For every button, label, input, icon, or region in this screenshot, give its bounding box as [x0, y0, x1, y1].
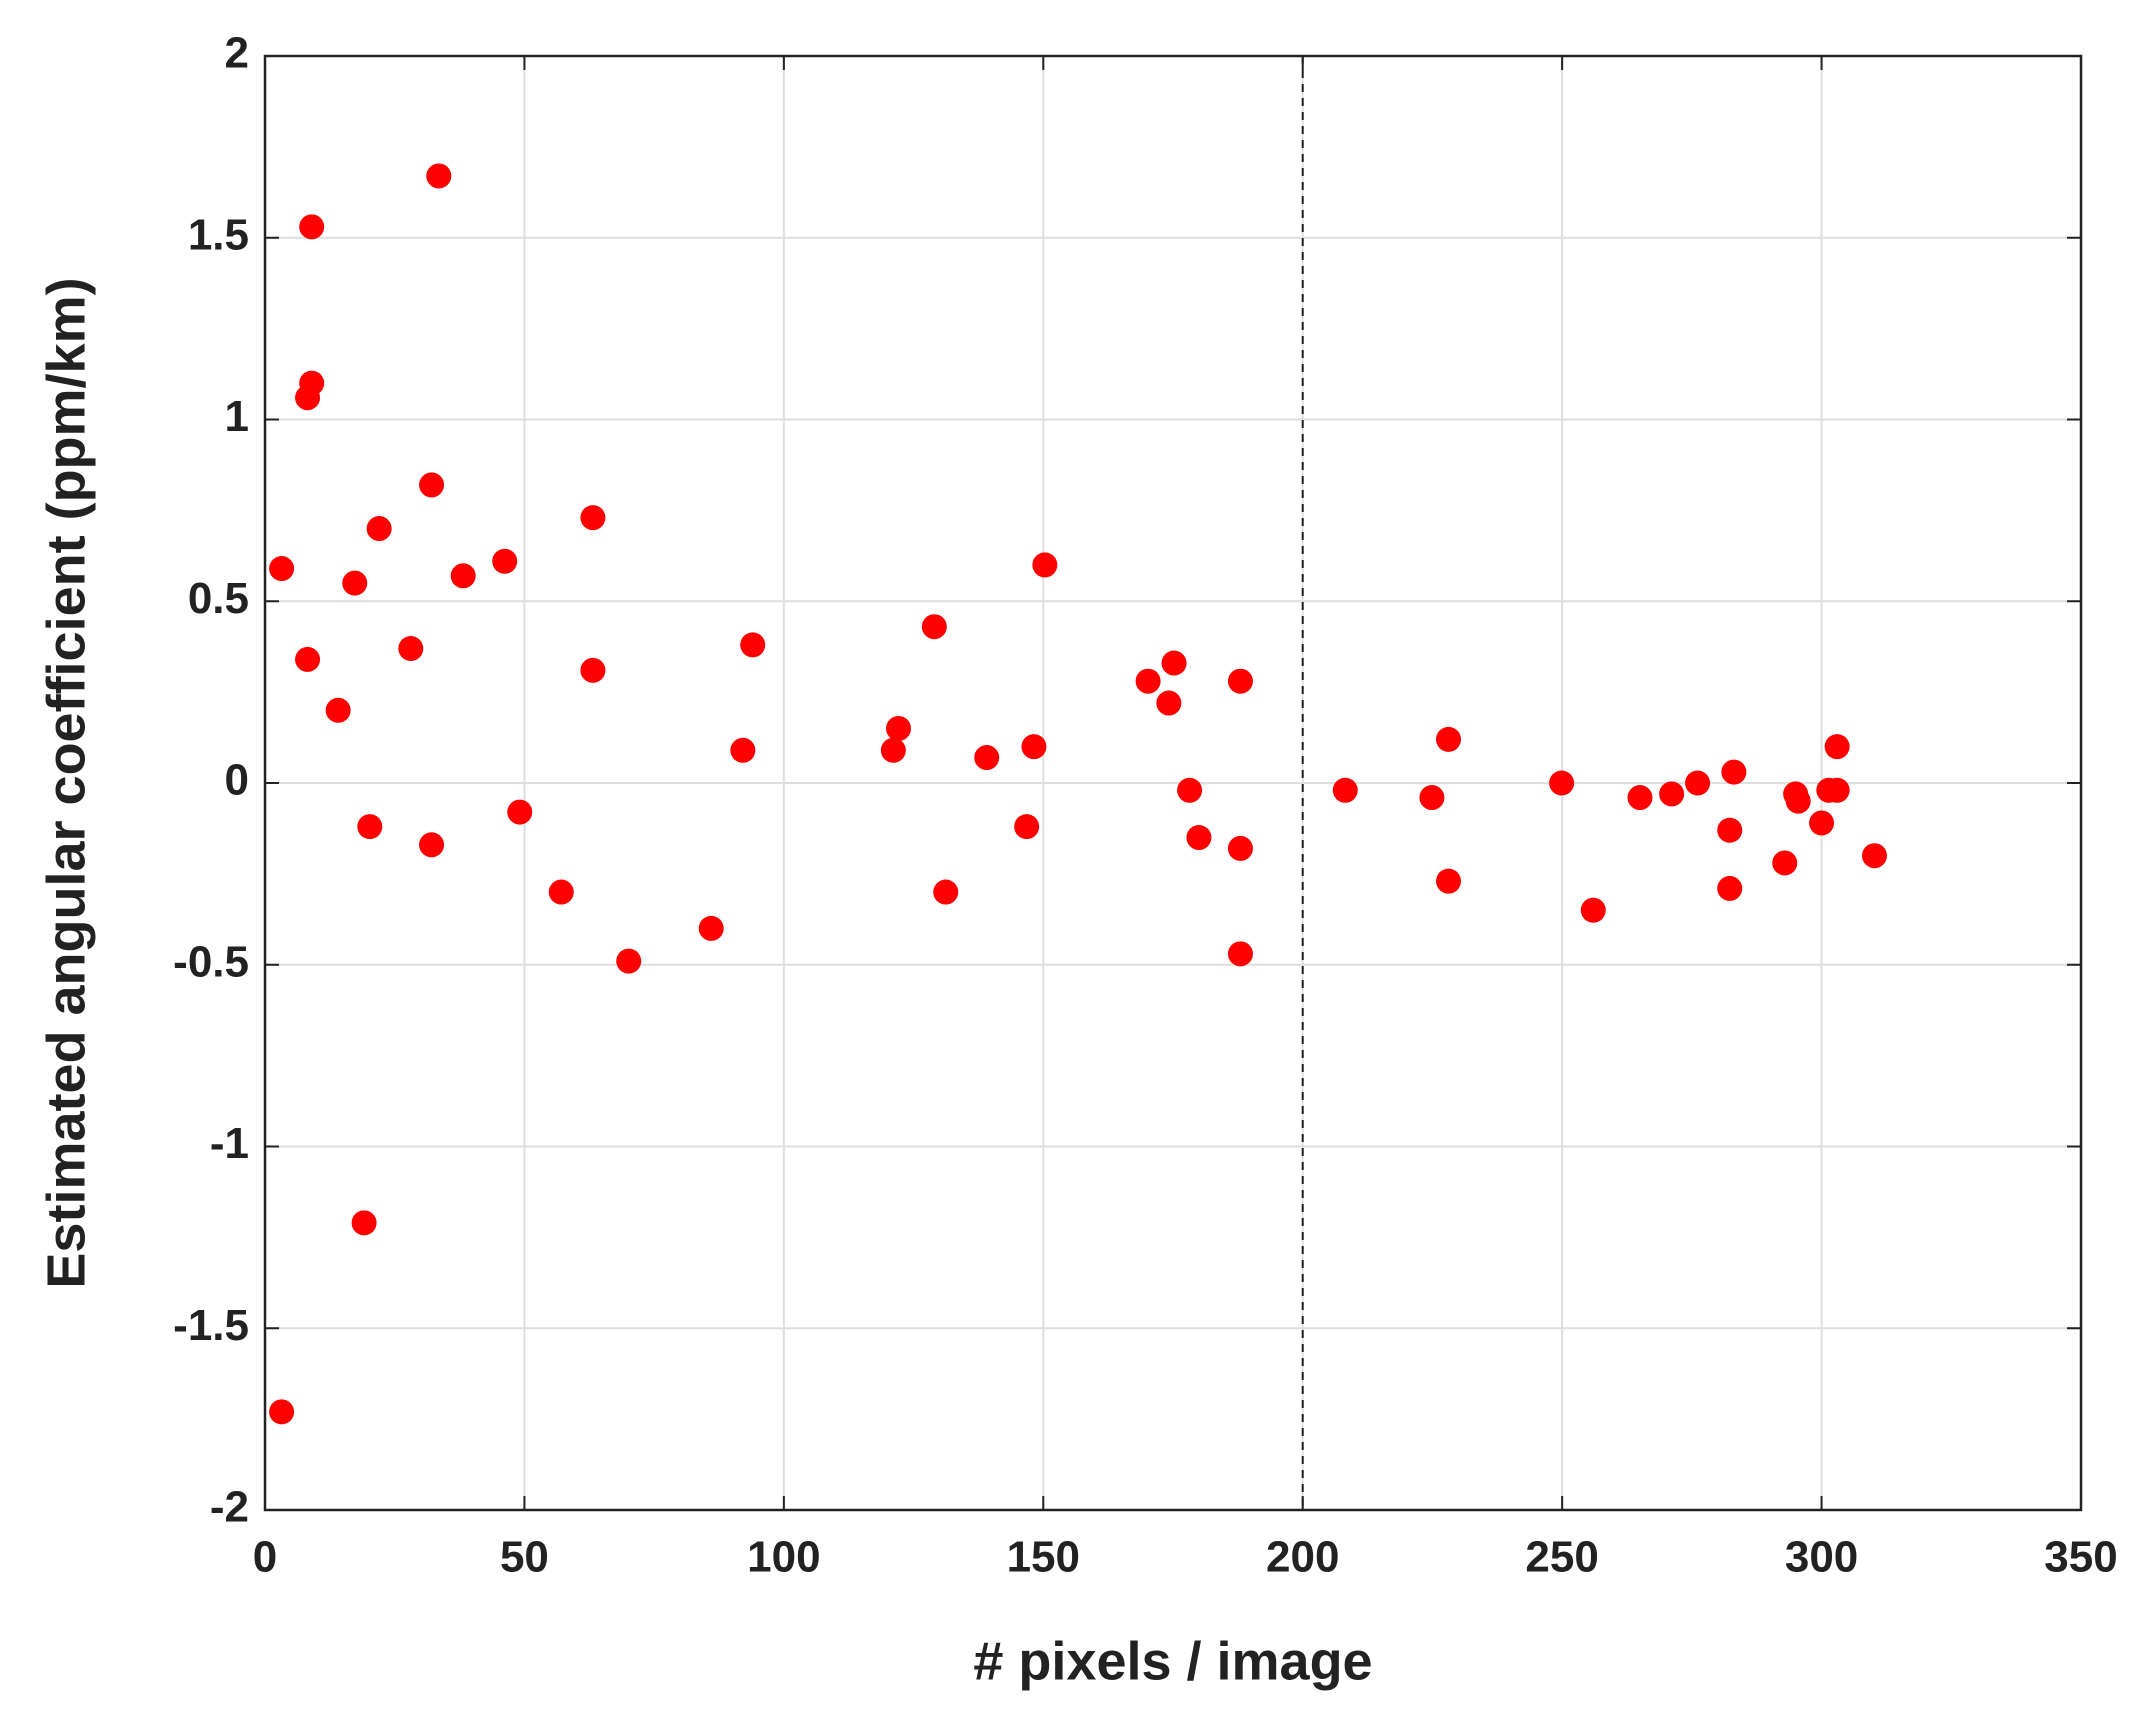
point: [1332, 777, 1358, 803]
point: [366, 516, 392, 542]
point: [1135, 668, 1161, 694]
point: [921, 614, 947, 640]
point: [1861, 843, 1887, 869]
y-axis-label: Estimated angular coefficient (ppm/km): [36, 277, 96, 1288]
x-tick-label: 50: [500, 1533, 549, 1582]
point: [1659, 781, 1685, 807]
point: [450, 563, 476, 589]
point: [1419, 785, 1445, 811]
x-tick-label: 200: [1266, 1533, 1339, 1582]
point: [419, 832, 445, 858]
point: [580, 657, 606, 683]
point: [886, 715, 912, 741]
y-tick-label: 0: [225, 756, 249, 805]
point: [1549, 770, 1575, 796]
x-tick-label: 300: [1785, 1533, 1858, 1582]
point: [548, 879, 574, 905]
point: [299, 370, 325, 396]
point: [269, 556, 295, 582]
point: [1809, 810, 1835, 836]
point: [1580, 897, 1606, 923]
point: [269, 1399, 295, 1425]
point: [1721, 759, 1747, 785]
point: [740, 632, 766, 658]
y-tick-label: 0.5: [188, 574, 249, 623]
point: [1824, 777, 1850, 803]
x-tick-label: 0: [253, 1533, 277, 1582]
point: [580, 505, 606, 531]
point: [1436, 726, 1462, 752]
x-tick-label: 350: [2044, 1533, 2117, 1582]
point: [1436, 868, 1462, 894]
point: [698, 915, 724, 941]
point: [342, 570, 368, 596]
point: [1717, 875, 1743, 901]
point: [974, 745, 1000, 771]
x-tick-label: 150: [1007, 1533, 1080, 1582]
point: [1227, 941, 1253, 967]
point: [299, 214, 325, 240]
point: [1717, 817, 1743, 843]
x-axis-label: # pixels / image: [973, 1631, 1372, 1691]
point: [1824, 734, 1850, 760]
point: [1021, 734, 1047, 760]
point: [1772, 850, 1798, 876]
point: [357, 814, 383, 840]
y-tick-label: 1: [225, 392, 249, 441]
point: [880, 737, 906, 763]
point: [507, 799, 533, 825]
point: [1685, 770, 1711, 796]
point: [325, 697, 351, 723]
point: [933, 879, 959, 905]
point: [1227, 668, 1253, 694]
x-tick-label: 250: [1525, 1533, 1598, 1582]
point: [1156, 690, 1182, 716]
point: [1227, 835, 1253, 861]
point: [730, 737, 756, 763]
point: [616, 948, 642, 974]
y-tick-label: -2: [210, 1483, 249, 1532]
y-tick-label: -1: [210, 1119, 249, 1168]
point: [1014, 814, 1040, 840]
point: [1186, 825, 1212, 851]
y-tick-label: -0.5: [173, 937, 249, 986]
x-tick-label: 100: [747, 1533, 820, 1582]
point: [1177, 777, 1203, 803]
point: [398, 636, 424, 662]
y-tick-label: -1.5: [173, 1301, 249, 1350]
point: [426, 163, 452, 189]
point: [351, 1210, 377, 1236]
point: [1627, 785, 1653, 811]
point: [1785, 788, 1811, 814]
point: [1032, 552, 1058, 578]
point: [1161, 650, 1187, 676]
plot-frame: [263, 54, 2083, 1512]
point: [419, 472, 445, 498]
point: [492, 548, 518, 574]
y-tick-label: 2: [225, 29, 249, 78]
point: [295, 646, 321, 672]
y-tick-label: 1.5: [188, 210, 249, 259]
